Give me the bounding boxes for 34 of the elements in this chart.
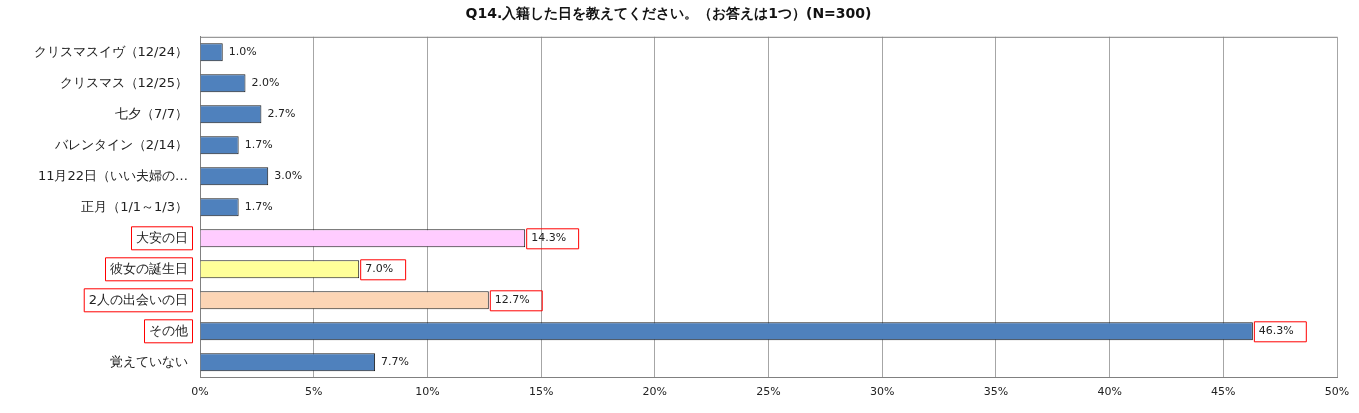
data-label: 1.0% xyxy=(228,45,257,59)
data-label: 1.7% xyxy=(244,200,273,214)
y-tick-label: クリスマス（12/25） xyxy=(59,74,188,90)
x-tick-label: 30% xyxy=(869,385,895,399)
data-label: 14.3% xyxy=(531,231,567,245)
data-label: 3.0% xyxy=(274,169,303,183)
x-tick-label: 0% xyxy=(191,385,209,399)
data-label: 7.7% xyxy=(381,355,410,369)
data-label: 7.0% xyxy=(365,262,394,276)
x-tick-label: 15% xyxy=(528,385,554,399)
y-tick-label: 大安の日 xyxy=(136,229,188,245)
x-tick-label: 40% xyxy=(1097,385,1122,399)
x-tick-label: 5% xyxy=(304,385,323,399)
data-label: 2.7% xyxy=(267,107,296,121)
x-tick-label: 50% xyxy=(1324,385,1350,399)
data-label: 2.0% xyxy=(251,76,280,90)
y-tick-label: 覚えていない xyxy=(110,353,188,369)
x-tick-label: 10% xyxy=(415,385,440,399)
y-tick-label: その他 xyxy=(149,322,188,338)
data-label: 46.3% xyxy=(1258,324,1294,338)
chart-title: Q14.入籍した日を教えてください。（お答えは1つ）(N=300) xyxy=(465,5,872,22)
y-tick-label: 11月22日（いい夫婦の… xyxy=(37,167,188,183)
data-label: 12.7% xyxy=(494,293,530,307)
y-tick-label: 彼女の誕生日 xyxy=(110,260,188,276)
y-tick-label: 正月（1/1～1/3） xyxy=(81,198,188,214)
y-tick-label: 2人の出会いの日 xyxy=(88,291,188,307)
y-tick-label: 七夕（7/7） xyxy=(115,105,188,121)
x-tick-label: 20% xyxy=(642,385,668,399)
y-tick-label: バレンタイン（2/14） xyxy=(53,136,188,152)
x-tick-label: 45% xyxy=(1211,385,1236,399)
y-tick-label: クリスマスイヴ（12/24） xyxy=(33,43,188,59)
x-tick-label: 25% xyxy=(756,385,781,399)
data-label: 1.7% xyxy=(244,138,273,152)
x-tick-label: 35% xyxy=(983,385,1009,399)
